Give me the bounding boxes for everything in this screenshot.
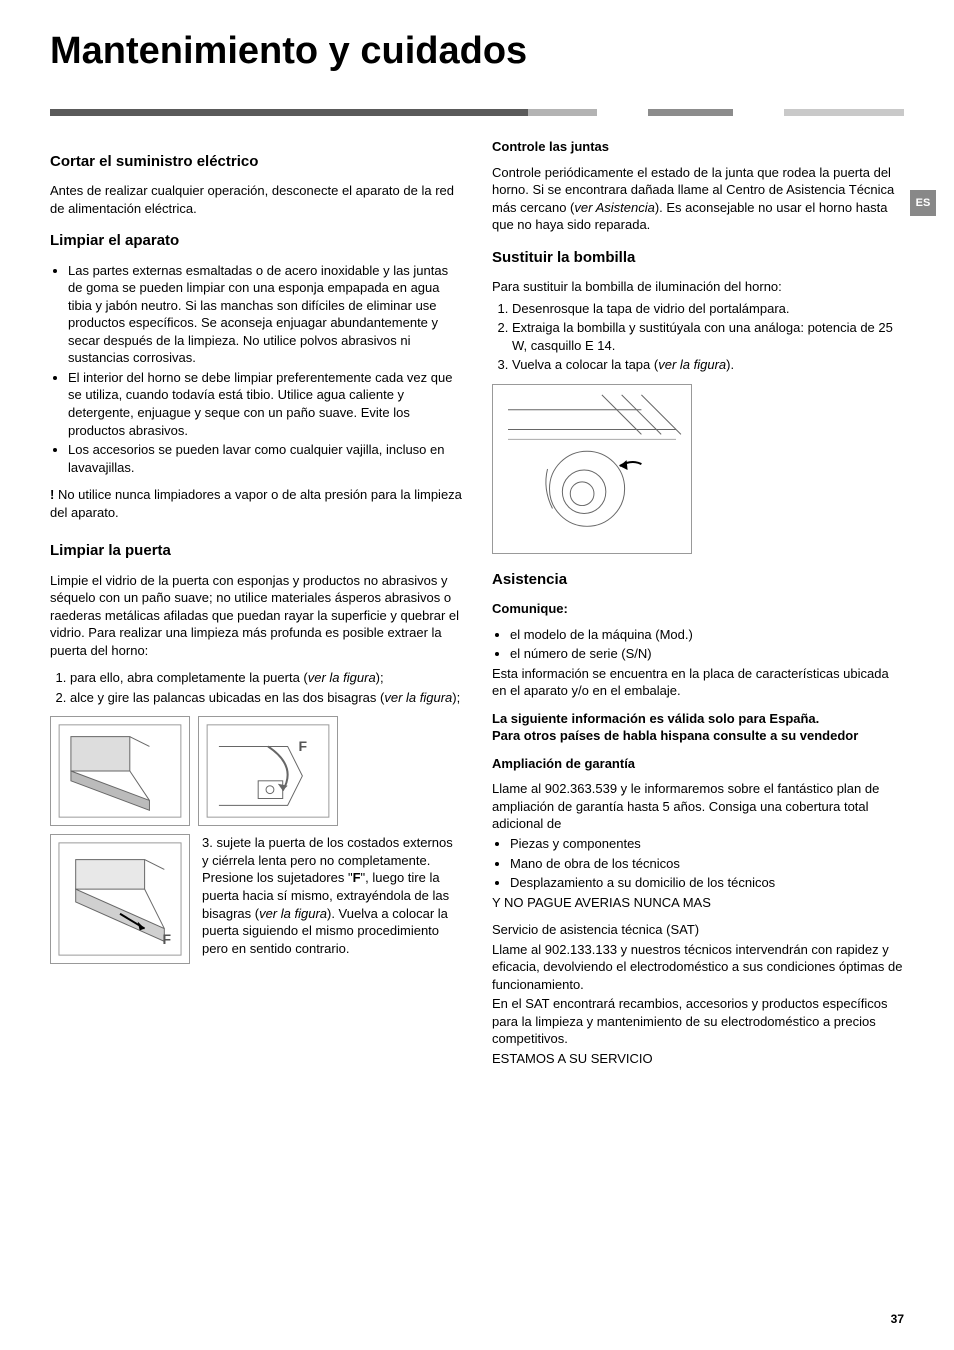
warranty-list: Piezas y componentes Mano de obra de los… [492, 835, 904, 892]
list-item: Piezas y componentes [510, 835, 904, 853]
list-item: Desenrosque la tapa de vidrio del portal… [512, 300, 904, 318]
list-item: Desplazamiento a su domicilio de los téc… [510, 874, 904, 892]
language-tab: ES [910, 190, 936, 216]
list-item: Las partes externas esmaltadas o de acer… [68, 262, 462, 367]
spain-notice-2: Para otros países de habla hispana consu… [492, 727, 904, 745]
para-clean-door: Limpie el vidrio de la puerta con esponj… [50, 572, 462, 660]
heading-replace-bulb: Sustituir la bombilla [492, 248, 904, 268]
list-item: alce y gire las palancas ubicadas en las… [70, 689, 462, 707]
list-item: Vuelva a colocar la tapa (ver la figura)… [512, 356, 904, 374]
door-steps-list: para ello, abra completamente la puerta … [50, 669, 462, 706]
figure-hinge-lever: F [198, 716, 338, 826]
para-power: Antes de realizar cualquier operación, d… [50, 182, 462, 217]
sat-heading: Servicio de asistencia técnica (SAT) [492, 921, 904, 939]
header-color-bar [50, 109, 904, 116]
communicate-list: el modelo de la máquina (Mod.) el número… [492, 626, 904, 663]
list-item: Extraiga la bombilla y sustitúyala con u… [512, 319, 904, 354]
heading-communicate: Comunique: [492, 600, 904, 618]
heading-assistance: Asistencia [492, 570, 904, 590]
list-item: el número de serie (S/N) [510, 645, 904, 663]
para-check-seals: Controle periódicamente el estado de la … [492, 164, 904, 234]
para-plate-info: Esta información se encuentra en la plac… [492, 665, 904, 700]
door-step-3: 3. sujete la puerta de los costados exte… [202, 834, 462, 957]
right-column: Controle las juntas Controle periódicame… [492, 138, 904, 1078]
figure-label-f: F [298, 737, 307, 756]
page-number: 37 [891, 1312, 904, 1326]
figure-door-open [50, 716, 190, 826]
spain-notice-1: La siguiente información es válida solo … [492, 710, 904, 728]
clean-appliance-list: Las partes externas esmaltadas o de acer… [50, 262, 462, 477]
list-item: el modelo de la máquina (Mod.) [510, 626, 904, 644]
page-title: Mantenimiento y cuidados [50, 30, 904, 73]
list-item: El interior del horno se debe limpiar pr… [68, 369, 462, 439]
warranty-slogan: Y NO PAGUE AVERIAS NUNCA MAS [492, 894, 904, 912]
heading-power: Cortar el suministro eléctrico [50, 152, 462, 172]
heading-warranty: Ampliación de garantía [492, 755, 904, 773]
heading-check-seals: Controle las juntas [492, 138, 904, 156]
left-column: Cortar el suministro eléctrico Antes de … [50, 138, 462, 1078]
sat-para-1: Llame al 902.133.133 y nuestros técnicos… [492, 941, 904, 994]
list-item: Mano de obra de los técnicos [510, 855, 904, 873]
sat-slogan: ESTAMOS A SU SERVICIO [492, 1050, 904, 1068]
list-item: Los accesorios se pueden lavar como cual… [68, 441, 462, 476]
list-item: para ello, abra completamente la puerta … [70, 669, 462, 687]
para-replace-bulb: Para sustituir la bombilla de iluminació… [492, 278, 904, 296]
sat-para-2: En el SAT encontrará recambios, accesori… [492, 995, 904, 1048]
warning-steam: No utilice nunca limpiadores a vapor o d… [50, 486, 462, 521]
heading-clean-appliance: Limpiar el aparato [50, 231, 462, 251]
para-warranty: Llame al 902.363.539 y le informaremos s… [492, 780, 904, 833]
figure-label-f: F [162, 930, 171, 949]
heading-clean-door: Limpiar la puerta [50, 541, 462, 561]
figure-bulb [492, 384, 692, 554]
bulb-steps-list: Desenrosque la tapa de vidrio del portal… [492, 300, 904, 374]
figure-door-remove: F [50, 834, 190, 964]
